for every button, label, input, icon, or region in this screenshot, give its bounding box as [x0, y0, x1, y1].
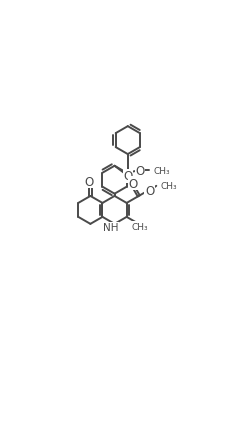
Text: O: O: [145, 185, 154, 198]
Text: O: O: [85, 175, 94, 188]
Text: CH₃: CH₃: [131, 222, 148, 231]
Text: O: O: [128, 177, 138, 190]
Text: O: O: [135, 164, 144, 178]
Text: NH: NH: [103, 223, 118, 233]
Text: CH₃: CH₃: [161, 182, 178, 191]
Text: O: O: [123, 170, 132, 183]
Text: CH₃: CH₃: [154, 167, 171, 175]
